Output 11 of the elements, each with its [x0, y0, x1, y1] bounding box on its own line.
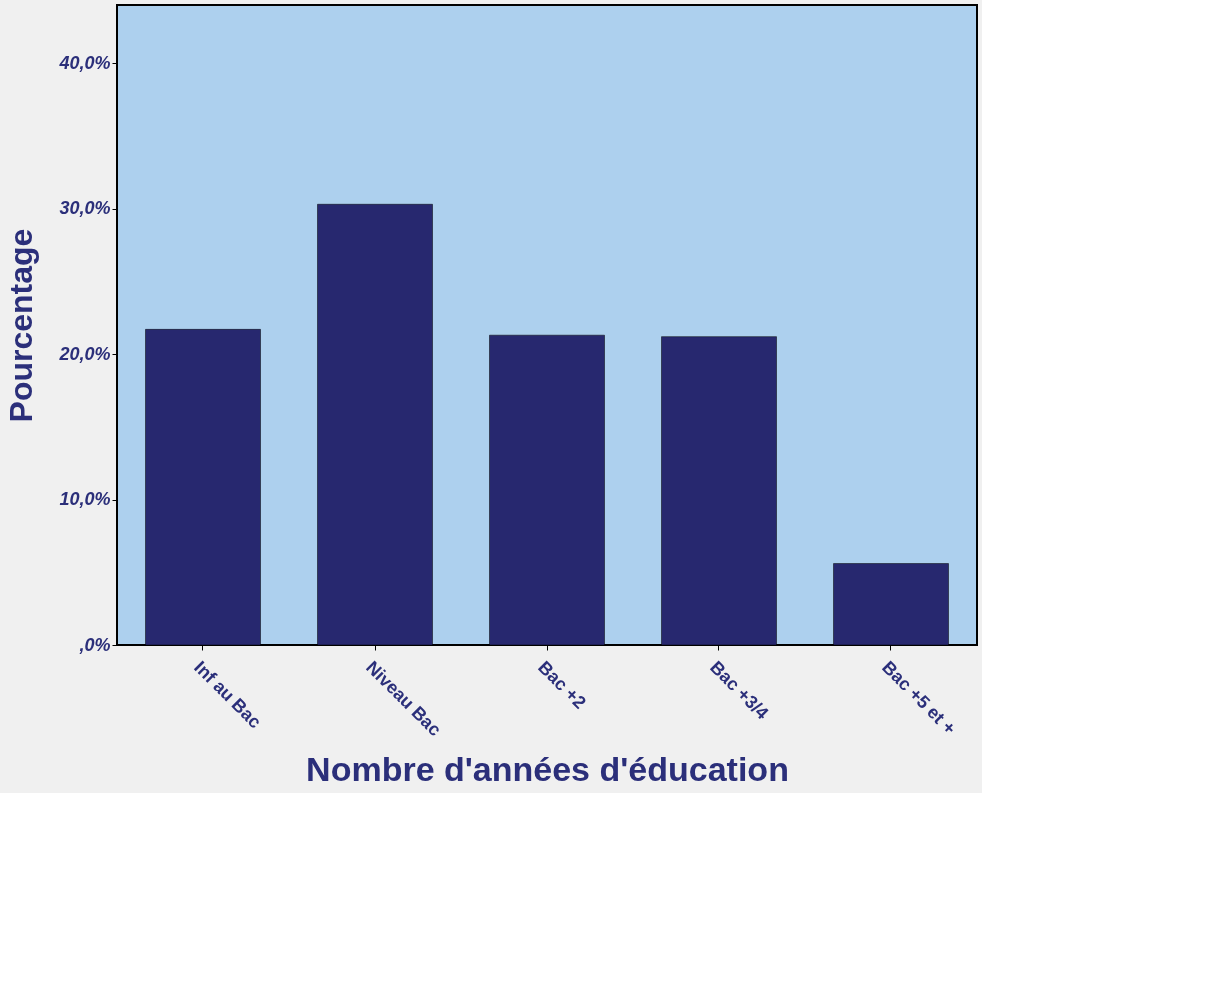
- y-axis-title: Pourcentage: [3, 228, 40, 423]
- y-tick-label: 40,0%: [58, 52, 111, 73]
- x-tick-label: Inf au Bac: [190, 657, 266, 733]
- y-tick-label: 20,0%: [58, 343, 111, 364]
- y-tick-label: 30,0%: [59, 198, 111, 219]
- x-tick-label: Bac +5 et +: [878, 657, 960, 739]
- x-axis-title: Nombre d'années d'éducation: [306, 749, 789, 788]
- x-tick-label: Bac +3/4: [706, 657, 773, 724]
- y-tick-label: 10,0%: [59, 489, 111, 510]
- y-tick-label: ,0%: [78, 634, 111, 655]
- x-tick-label: Bac +2: [534, 657, 590, 713]
